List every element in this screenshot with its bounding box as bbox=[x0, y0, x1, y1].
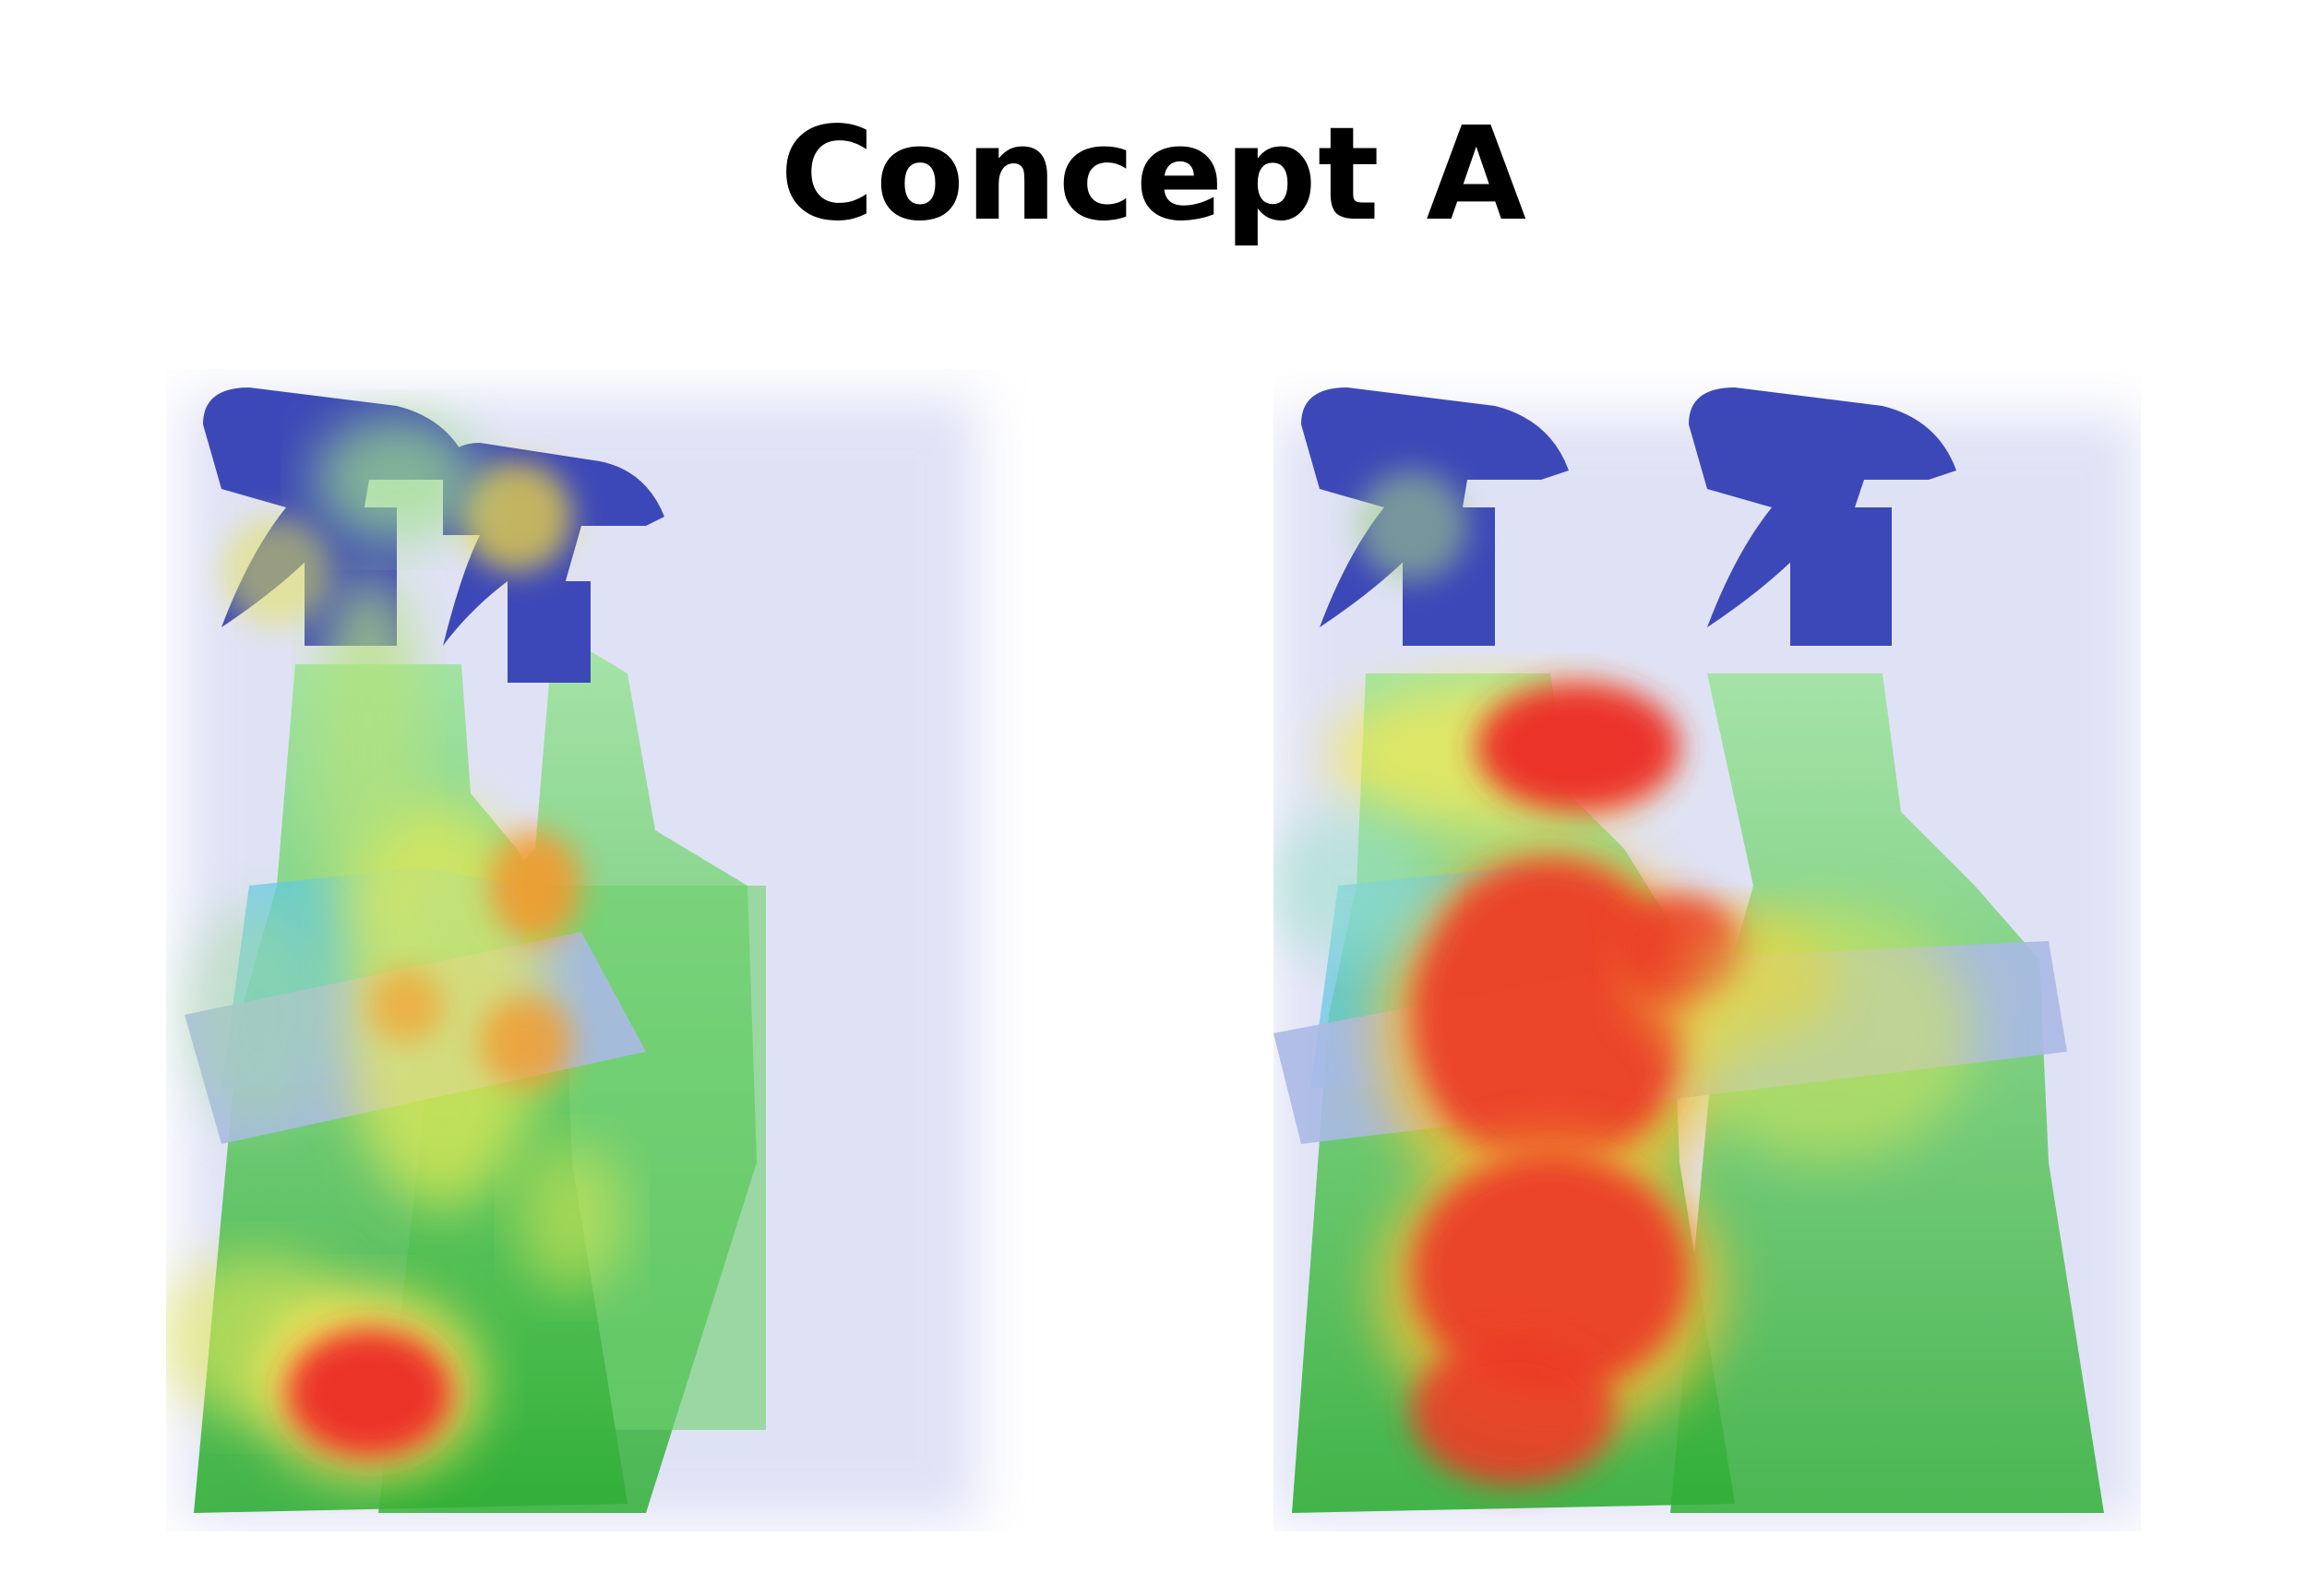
heatmap-panel-right bbox=[1273, 369, 2141, 1531]
heat-overlay-left bbox=[166, 415, 628, 1476]
heat-overlay-right bbox=[1273, 470, 1975, 1485]
spray-bottles-heatmap-left bbox=[166, 387, 978, 1522]
spray-bottles-heatmap-right bbox=[1273, 387, 2141, 1522]
heatmap-panel-left bbox=[166, 369, 1034, 1531]
page-title: Concept A bbox=[780, 100, 1527, 250]
